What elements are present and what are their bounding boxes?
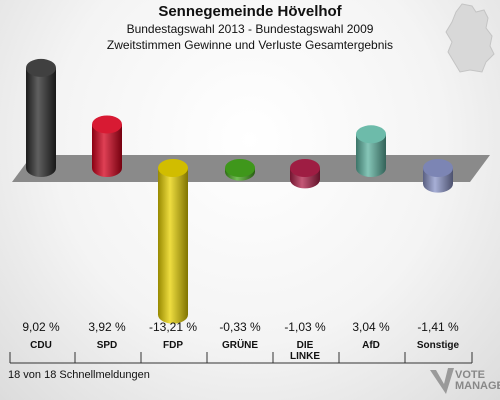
vote-manager-logo: [430, 368, 454, 394]
category-label: SPD: [97, 340, 118, 351]
bar-afd: [356, 125, 386, 177]
logo-line-1: VOTE: [455, 369, 485, 381]
bar-cdu: [26, 58, 56, 177]
category-label: AfD: [362, 340, 380, 351]
bar-gr-ne: [225, 159, 255, 181]
value-label: 3,04 %: [352, 320, 390, 334]
logo-text: VOTE MANAGER: [455, 370, 500, 392]
bar-die-linke: [290, 159, 320, 189]
chart-subtitle: Bundestagswahl 2013 - Bundestagswahl 200…: [126, 22, 374, 36]
value-label: -0,33 %: [219, 320, 261, 334]
germany-map-icon: [445, 3, 495, 73]
category-label: LINKE: [290, 351, 320, 362]
logo-line-2: MANAGER: [455, 380, 500, 392]
category-label: FDP: [163, 340, 183, 351]
value-label: 3,92 %: [88, 320, 126, 334]
category-label: CDU: [30, 340, 52, 351]
value-label: 9,02 %: [22, 320, 60, 334]
value-label: -1,41 %: [417, 320, 459, 334]
chart-subtitle-2: Zweitstimmen Gewinne und Verluste Gesamt…: [106, 38, 394, 52]
bar-fdp: [158, 159, 188, 324]
category-label: Sonstige: [417, 340, 460, 351]
bar-sonstige: [423, 159, 453, 193]
bar-spd: [92, 115, 122, 177]
status-text: 18 von 18 Schnellmeldungen: [8, 369, 150, 381]
category-label: GRÜNE: [222, 338, 258, 351]
category-label: DIE: [297, 340, 314, 351]
value-label: -1,03 %: [284, 320, 326, 334]
chart-title: Sennegemeinde Hövelhof: [158, 3, 342, 20]
value-label: -13,21 %: [149, 320, 197, 334]
